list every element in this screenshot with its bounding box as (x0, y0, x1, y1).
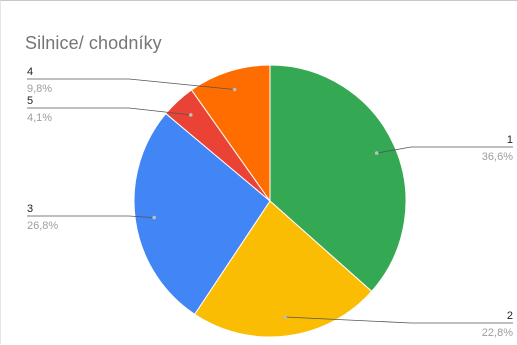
slice-percent-2: 22,8% (482, 327, 513, 339)
leader-dot-4 (232, 87, 237, 92)
pie-slice-3[interactable] (133, 112, 271, 315)
slice-percent-1: 36,6% (482, 151, 513, 163)
leader-dot-1 (374, 151, 379, 155)
slice-percent-4: 9,8% (27, 83, 52, 95)
leader-line-2 (284, 316, 513, 324)
slice-label-2: 2 (507, 310, 513, 322)
pie-slice-1[interactable] (269, 64, 407, 293)
chart-title: Silnice/ chodníky (25, 33, 162, 53)
pie-slice-2[interactable] (193, 200, 373, 338)
slice-label-5: 5 (27, 95, 33, 107)
slice-label-3: 3 (27, 203, 33, 215)
slice-label-1: 1 (507, 134, 513, 146)
slice-percent-5: 4,1% (27, 112, 52, 124)
leader-dot-5 (189, 113, 193, 117)
slice-percent-3: 26,8% (27, 220, 58, 232)
leader-dot-2 (283, 315, 287, 319)
leader-line-1 (376, 146, 513, 154)
pie-slice-4[interactable] (190, 64, 271, 203)
leader-line-3 (27, 215, 155, 218)
leader-line-4 (27, 78, 235, 90)
slice-label-4: 4 (27, 66, 33, 78)
leader-dot-3 (152, 215, 156, 220)
leader-line-5 (27, 107, 191, 116)
